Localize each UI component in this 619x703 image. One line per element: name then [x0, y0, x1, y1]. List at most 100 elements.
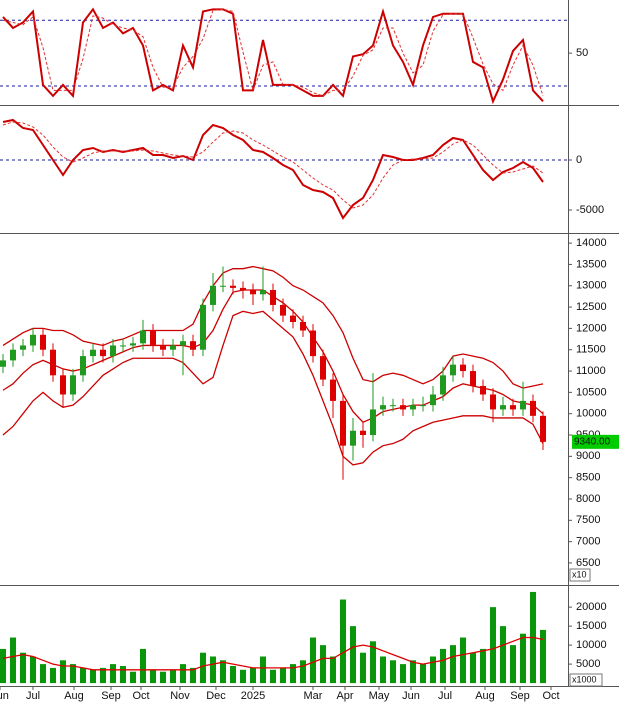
volume-bar: [150, 669, 156, 684]
candle-body: [410, 405, 416, 410]
volume-bar: [400, 664, 406, 684]
volume-bar: [500, 626, 506, 684]
x-tick-label: Jul: [26, 690, 40, 702]
candle-body: [50, 349, 56, 376]
candle-body: [320, 356, 326, 380]
y-tick-label: 15000: [576, 620, 607, 632]
volume-bar: [70, 664, 76, 684]
candle-body: [140, 330, 146, 344]
y-tick-label: 10000: [576, 408, 607, 420]
candle-body: [110, 345, 116, 357]
candle-body: [60, 375, 66, 395]
x-tick-label: Sep: [101, 690, 121, 702]
y-tick-label: 6500: [576, 557, 600, 569]
volume-bar: [80, 667, 86, 684]
scale-box: [569, 568, 591, 582]
candle-body: [490, 394, 496, 410]
volume-bar: [50, 667, 56, 684]
y-tick-label: 11500: [576, 344, 606, 356]
candle-body: [260, 290, 266, 295]
y-tick-label: 7500: [576, 514, 600, 526]
x-tick-label: Jul: [438, 690, 452, 702]
x-tick-label: Dec: [206, 690, 226, 702]
y-tick-label: 14000: [576, 237, 607, 249]
volume-bar: [240, 669, 246, 684]
y-tick-label: 20000: [576, 601, 607, 613]
volume-bar: [410, 660, 416, 684]
candle-body: [130, 343, 136, 346]
candle-body: [520, 400, 526, 410]
candle-body: [0, 360, 6, 367]
indicator-line: [2, 8, 544, 97]
volume-bar: [270, 669, 276, 684]
candle-body: [510, 405, 516, 410]
candle-body: [210, 285, 216, 305]
volume-bar: [100, 667, 106, 684]
candle-body: [10, 349, 16, 361]
x-tick-label: 2025: [241, 690, 265, 702]
candle-body: [300, 322, 306, 331]
candle-body: [190, 341, 196, 350]
x-tick-label: Aug: [64, 690, 84, 702]
last-price-box: [572, 434, 619, 449]
candle-body: [100, 349, 106, 357]
y-tick-label: 5000: [576, 658, 600, 670]
volume-bar: [510, 645, 516, 684]
y-tick-label: 9000: [576, 450, 600, 462]
volume-bar: [140, 648, 146, 684]
candle-body: [20, 345, 26, 350]
candle-body: [120, 345, 126, 347]
volume-bar: [300, 660, 306, 684]
volume-bar: [230, 666, 236, 684]
y-tick-label: 10000: [576, 639, 607, 651]
x-tick-label: Apr: [336, 690, 353, 702]
volume-bar: [330, 656, 336, 684]
scale-label: x10: [572, 569, 587, 579]
candle-body: [70, 375, 76, 395]
candle-body: [40, 334, 46, 350]
y-tick-label: 8500: [576, 472, 600, 484]
y-tick-label: -5000: [576, 204, 604, 216]
volume-bar: [90, 669, 96, 684]
candle-body: [400, 405, 406, 410]
volume-bar: [540, 629, 546, 684]
candle-body: [470, 371, 476, 386]
candle-body: [220, 285, 226, 287]
candle-body: [160, 345, 166, 350]
y-tick-label: 13500: [576, 258, 607, 270]
volume-bar: [320, 645, 326, 684]
candle-body: [350, 430, 356, 446]
x-tick-label: Jun: [0, 690, 9, 702]
x-tick-label: May: [369, 690, 390, 702]
candle-body: [310, 330, 316, 357]
indicator-line: [2, 7, 544, 105]
x-tick-label: Aug: [475, 690, 495, 702]
candle-body: [280, 304, 286, 316]
x-tick-label: Sep: [510, 690, 530, 702]
y-tick-label: 7000: [576, 536, 600, 548]
candle-body: [80, 356, 86, 376]
candle-body: [500, 405, 506, 410]
candle-body: [150, 330, 156, 346]
volume-average: [2, 636, 544, 671]
volume-bar: [520, 633, 526, 684]
candle-body: [380, 405, 386, 410]
volume-bar: [0, 648, 6, 684]
candle-body: [170, 345, 176, 350]
volume-bar: [180, 664, 186, 684]
volume-bar: [220, 660, 226, 684]
x-tick-label: Jun: [402, 690, 420, 702]
y-tick-label: 12000: [576, 322, 607, 334]
candle-body: [420, 405, 426, 407]
volume-bar: [440, 648, 446, 684]
volume-bar: [40, 664, 46, 684]
volume-bar: [290, 664, 296, 684]
candle-body: [30, 334, 36, 346]
volume-bar: [120, 666, 126, 684]
volume-bar: [200, 652, 206, 684]
y-tick-label: 13000: [576, 280, 607, 292]
band-line: [2, 310, 544, 466]
indicator-line: [2, 118, 544, 220]
volume-bar: [10, 637, 16, 684]
candle-body: [540, 415, 546, 442]
